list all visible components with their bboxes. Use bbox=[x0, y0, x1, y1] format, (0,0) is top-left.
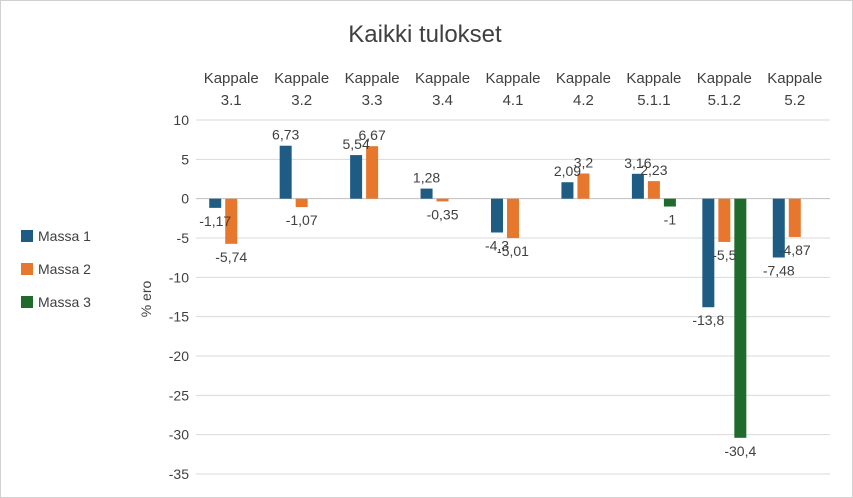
y-tick-label: 10 bbox=[173, 112, 189, 128]
data-label: -13,8 bbox=[692, 312, 724, 328]
category-label: 3.2 bbox=[291, 92, 312, 109]
legend-label: Massa 1 bbox=[38, 228, 91, 244]
gridlines bbox=[196, 119, 830, 475]
data-label: 5,54 bbox=[342, 136, 369, 152]
bar-massa-1 bbox=[279, 145, 292, 199]
bar-massa-1 bbox=[631, 173, 644, 199]
data-label: -1,17 bbox=[199, 213, 231, 229]
category-label: Kappale bbox=[204, 70, 259, 87]
data-label: 6,73 bbox=[272, 127, 299, 143]
data-label: 2,09 bbox=[554, 163, 581, 179]
category-label: Kappale bbox=[345, 70, 400, 87]
bar-massa-2 bbox=[788, 198, 801, 237]
category-label: Kappale bbox=[556, 70, 611, 87]
bar-massa-2 bbox=[436, 198, 449, 202]
data-label: 3,2 bbox=[574, 154, 594, 170]
data-label: -1,07 bbox=[286, 212, 318, 228]
data-label: -5,74 bbox=[215, 249, 247, 265]
category-label: 5.1.2 bbox=[708, 92, 741, 109]
category-label: 4.2 bbox=[573, 92, 594, 109]
category-label: Kappale bbox=[485, 70, 540, 87]
category-label: Kappale bbox=[415, 70, 470, 87]
bar-massa-2 bbox=[718, 198, 731, 242]
bar-massa-1 bbox=[209, 198, 222, 208]
legend-swatch bbox=[21, 296, 33, 308]
data-label: 3,16 bbox=[624, 155, 651, 171]
bar-massa-3 bbox=[734, 198, 747, 438]
y-tick-label: 0 bbox=[181, 191, 189, 207]
data-label: -4,3 bbox=[485, 237, 509, 253]
category-label: 3.1 bbox=[221, 92, 242, 109]
y-axis-label: % ero bbox=[138, 281, 154, 318]
data-label: 2,23 bbox=[640, 162, 667, 178]
bar-massa-3 bbox=[663, 198, 676, 207]
bar-massa-1 bbox=[561, 182, 574, 199]
bar-massa-1 bbox=[350, 155, 363, 199]
data-label: 1,28 bbox=[413, 170, 440, 186]
bar-massa-2 bbox=[577, 173, 590, 199]
y-tick-label: 5 bbox=[181, 151, 189, 167]
bar-massa-2 bbox=[366, 146, 379, 199]
category-label: 4.1 bbox=[503, 92, 524, 109]
data-label: -1 bbox=[664, 212, 677, 228]
y-tick-label: -5 bbox=[177, 230, 190, 246]
y-tick-label: -35 bbox=[169, 466, 189, 482]
bars bbox=[209, 145, 801, 438]
category-label: 3.4 bbox=[432, 92, 453, 109]
legend-label: Massa 2 bbox=[38, 261, 91, 277]
y-tick-label: -25 bbox=[169, 387, 189, 403]
bar-massa-1 bbox=[420, 188, 433, 199]
y-tick-label: -30 bbox=[169, 427, 189, 443]
bar-massa-2 bbox=[647, 181, 660, 199]
legend: Massa 1 Massa 2 Massa 3 bbox=[21, 228, 91, 310]
data-labels: -1,17 6,73 5,54 1,28 -4,3 2,09 3,16 -13,8 -7,48 -… bbox=[199, 127, 811, 459]
legend-swatch bbox=[21, 263, 33, 275]
data-label: -4,87 bbox=[779, 242, 811, 258]
data-label: -0,35 bbox=[427, 206, 459, 222]
data-label: -30,4 bbox=[724, 443, 756, 459]
data-label: -5,5 bbox=[712, 247, 736, 263]
category-label: Kappale bbox=[274, 70, 329, 87]
bar-massa-1 bbox=[491, 198, 503, 233]
chart-title: Kaikki tulokset bbox=[348, 21, 502, 48]
bar-massa-2 bbox=[225, 198, 238, 244]
category-label: 5.1.1 bbox=[637, 92, 670, 109]
data-label: -5,01 bbox=[497, 243, 529, 259]
y-tick-label: -20 bbox=[169, 348, 189, 364]
category-label: Kappale bbox=[767, 70, 822, 87]
bar-massa-2 bbox=[507, 198, 519, 239]
data-label: 6,67 bbox=[358, 127, 385, 143]
legend-label: Massa 3 bbox=[38, 294, 91, 310]
y-axis-ticks: 10 5 0 -5 -10 -15 -20 -25 -30 -35 bbox=[169, 112, 189, 482]
category-label: Kappale bbox=[697, 70, 752, 87]
y-tick-label: -10 bbox=[169, 269, 189, 285]
category-label: 3.3 bbox=[362, 92, 383, 109]
y-tick-label: -15 bbox=[169, 309, 189, 325]
data-label: -7,48 bbox=[763, 263, 795, 279]
category-labels: Kappale 3.1 Kappale 3.2 Kappale 3.3 Kappale 3.4… bbox=[204, 70, 823, 109]
bar-massa-1 bbox=[702, 198, 715, 308]
bar-massa-2 bbox=[295, 198, 308, 208]
legend-swatch bbox=[21, 230, 33, 242]
category-label: 5.2 bbox=[784, 92, 805, 109]
bar-massa-1 bbox=[772, 198, 785, 258]
category-label: Kappale bbox=[626, 70, 681, 87]
